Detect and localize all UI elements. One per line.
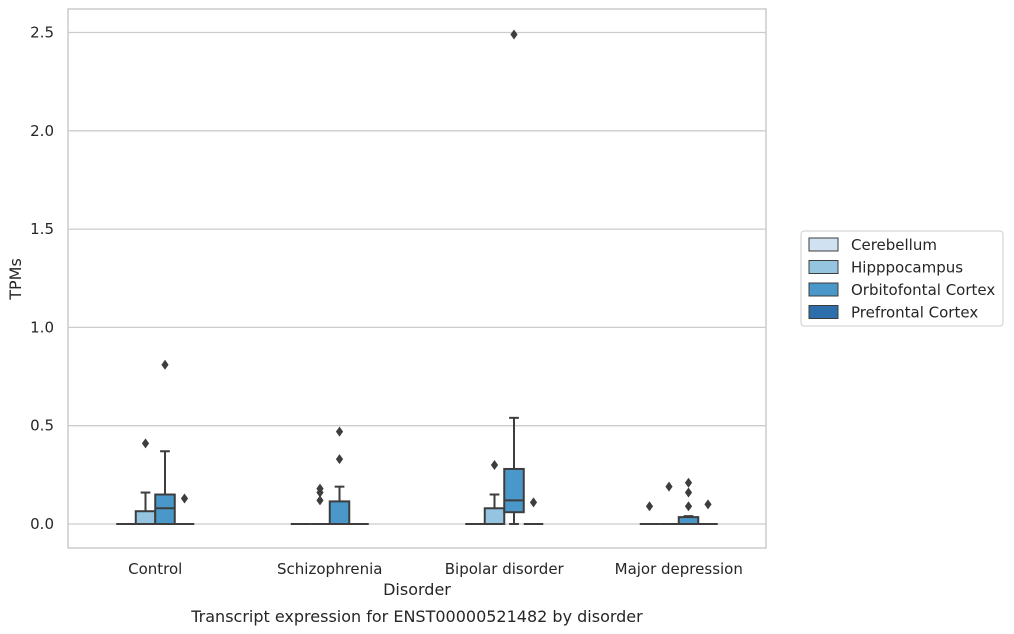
box-series [116, 29, 718, 526]
y-tick-label: 2.0 [30, 122, 54, 140]
outlier-point [316, 495, 324, 506]
y-tick-label: 0.0 [30, 515, 54, 533]
outlier-point [335, 426, 344, 437]
outlier-point [180, 493, 189, 504]
x-tick-label: Control [128, 560, 182, 578]
outlier-point [335, 454, 344, 465]
x-tick-label: Schizophrenia [277, 560, 382, 578]
box-3-3 [698, 499, 718, 525]
legend-label: Orbitofontal Cortex [851, 281, 995, 299]
box-body [503, 467, 525, 514]
outlier-point [316, 483, 324, 494]
x-tick-label: Bipolar disorder [445, 560, 565, 578]
y-tick-label: 1.5 [30, 220, 54, 238]
box-2-0 [154, 359, 176, 526]
outlier-point [490, 460, 499, 471]
box-2-2 [503, 29, 525, 525]
legend-swatch [808, 282, 839, 297]
y-tick-label: 2.5 [30, 24, 54, 42]
legend-label: Cerebellum [851, 236, 937, 254]
outlier-point [684, 501, 693, 512]
legend-label: Hipppocampus [851, 259, 963, 277]
legend-swatch [808, 260, 839, 274]
box-2-1 [328, 426, 351, 525]
box-body [483, 507, 506, 526]
plot-frame [67, 8, 767, 549]
outlier-point [645, 501, 654, 512]
legend-swatch [808, 237, 839, 252]
legend-label: Prefrontal Cortex [851, 304, 978, 322]
box-body [328, 500, 351, 525]
outlier-point [141, 438, 150, 449]
box-0-3 [639, 501, 660, 525]
outlier-point [684, 477, 693, 488]
outlier-point [665, 481, 673, 492]
outlier-point [684, 487, 693, 498]
x-axis-label: Disorder [383, 580, 451, 599]
y-tick-labels: 0.0 0.5 1.0 1.5 2.0 2.5 [30, 24, 54, 534]
x-tick-labels: Control Schizophrenia Bipolar disorder Majo… [128, 560, 743, 578]
box-1-3 [659, 481, 679, 525]
outlier-point [161, 359, 169, 370]
chart-caption: Transcript expression for ENST0000052148… [190, 607, 643, 626]
x-tick-label: Major depression [615, 560, 743, 578]
y-tick-label: 0.5 [30, 417, 54, 435]
outlier-point [704, 499, 712, 510]
box-2-3 [677, 477, 700, 526]
box-3-0 [174, 493, 195, 525]
box-3-2 [523, 497, 544, 525]
y-tick-label: 1.0 [30, 318, 54, 336]
legend-frame [800, 230, 1004, 327]
outlier-point [529, 497, 538, 508]
box-body [677, 516, 700, 526]
y-axis-label: TPMs [6, 258, 25, 301]
box-body [134, 510, 157, 526]
outlier-point [510, 29, 518, 40]
box-1-0 [134, 438, 157, 526]
box-1-1 [310, 483, 330, 525]
legend-swatch [808, 305, 839, 319]
legend: Cerebellum Hipppocampus Orbitofontal Corte… [800, 230, 1004, 327]
box-1-2 [483, 460, 506, 526]
